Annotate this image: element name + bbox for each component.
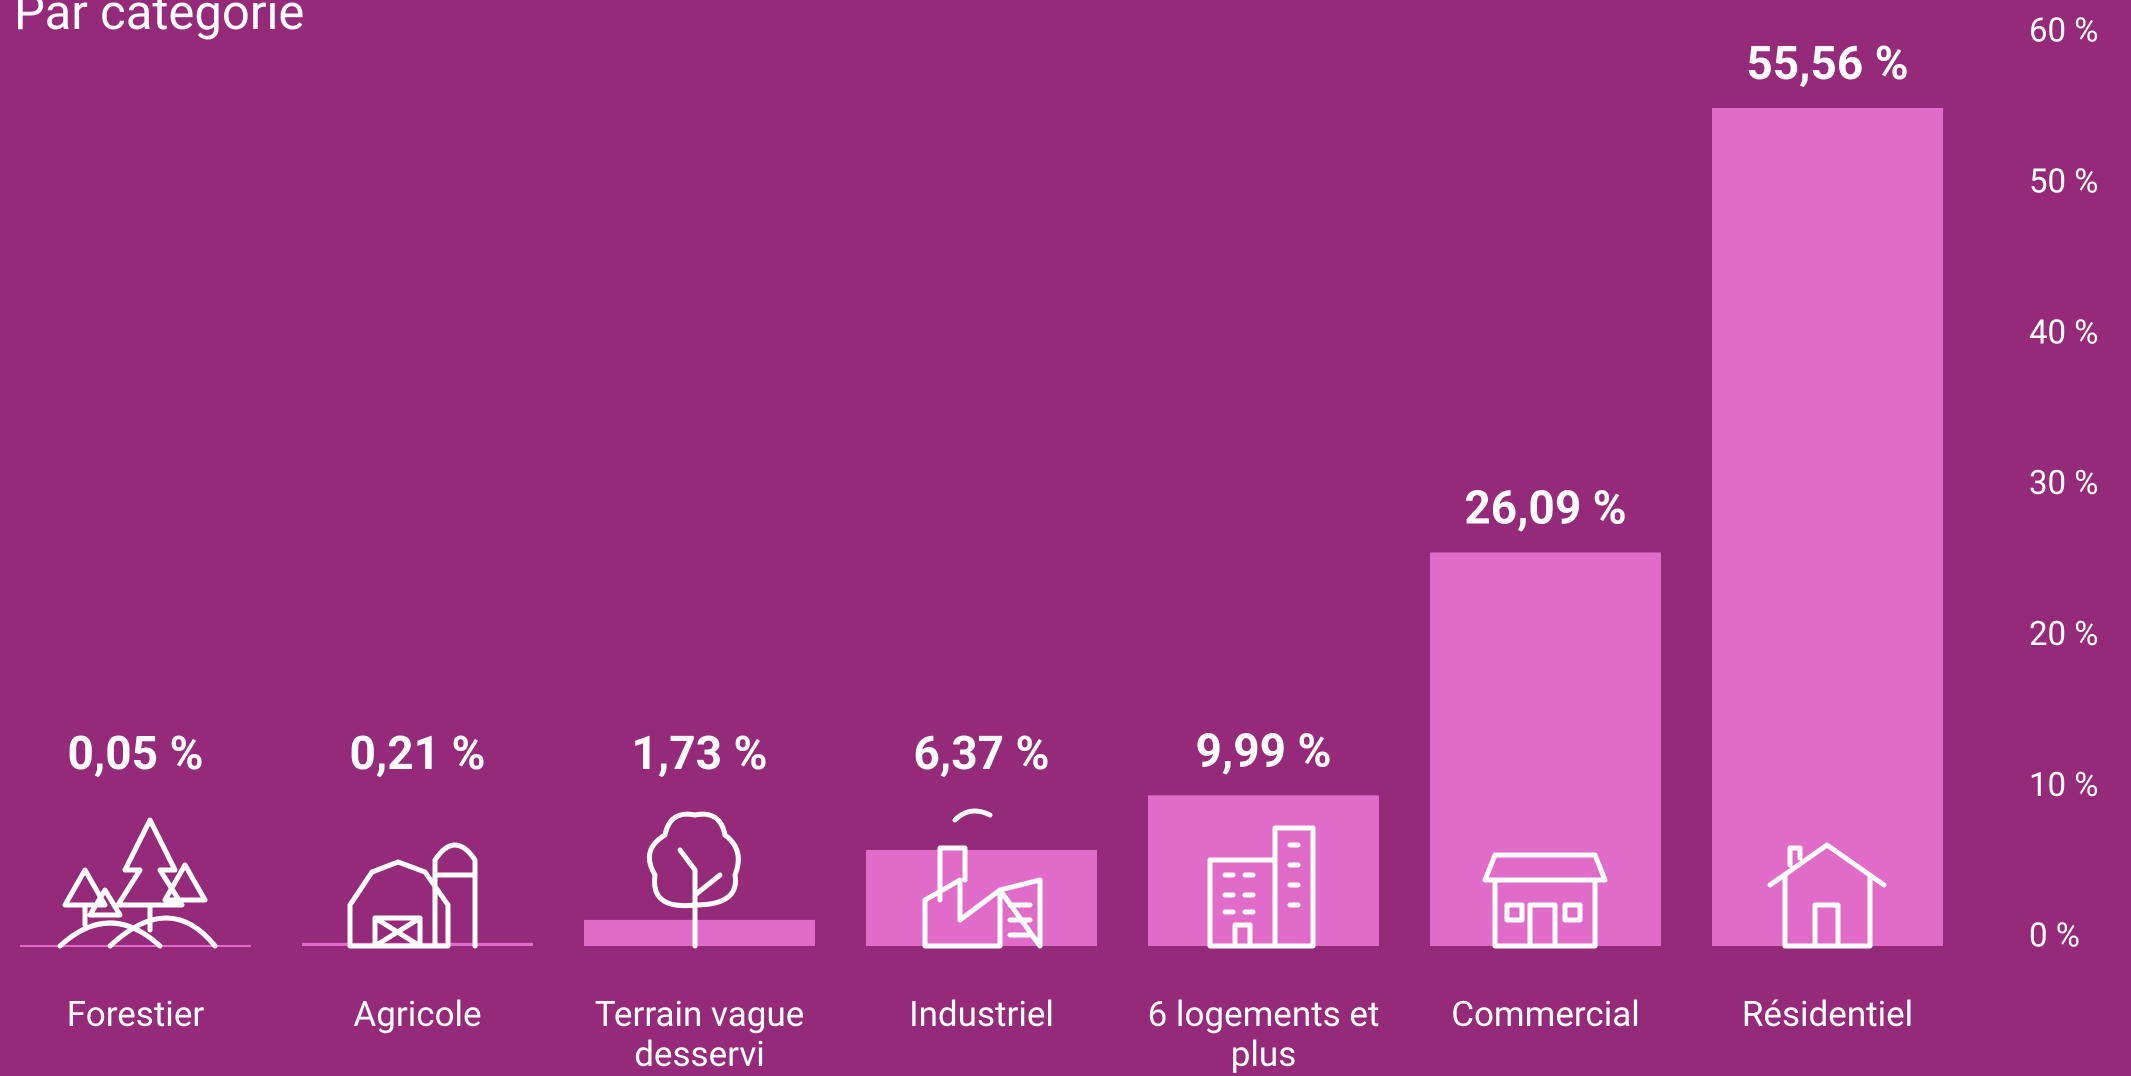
value-label: 1,73 % bbox=[632, 727, 768, 781]
value-label: 55,56 % bbox=[1746, 37, 1908, 91]
x-tick-label: Résidentiel bbox=[1741, 994, 1914, 1035]
value-label: 0,21 % bbox=[350, 727, 486, 781]
x-tick-label: Forestier bbox=[66, 994, 205, 1035]
y-tick-label: 0 % bbox=[2029, 917, 2080, 956]
bar bbox=[1148, 795, 1379, 946]
bar bbox=[584, 919, 815, 946]
y-tick-label: 10 % bbox=[2029, 766, 2098, 805]
x-tick-label: Commercial bbox=[1451, 994, 1640, 1035]
y-tick-label: 40 % bbox=[2029, 313, 2098, 352]
bar bbox=[866, 849, 1097, 946]
y-tick-label: 20 % bbox=[2029, 615, 2098, 654]
chart-title: Par catégorie bbox=[14, 0, 304, 41]
x-tick-label: Terrain vague desservi bbox=[594, 994, 805, 1075]
y-tick-label: 60 % bbox=[2029, 12, 2098, 51]
bar bbox=[1430, 552, 1661, 946]
y-tick-label: 30 % bbox=[2029, 464, 2098, 503]
value-label: 26,09 % bbox=[1464, 482, 1626, 536]
bar bbox=[20, 945, 251, 946]
bar bbox=[1712, 107, 1943, 947]
x-tick-label: Agricole bbox=[353, 994, 482, 1035]
y-tick-label: 50 % bbox=[2029, 163, 2098, 202]
value-label: 6,37 % bbox=[914, 727, 1050, 781]
value-label: 0,05 % bbox=[68, 727, 204, 781]
x-tick-label: 6 logements et plus bbox=[1147, 994, 1380, 1075]
value-label: 9,99 % bbox=[1196, 724, 1332, 778]
bar bbox=[302, 942, 533, 946]
x-tick-label: Industriel bbox=[909, 994, 1054, 1035]
